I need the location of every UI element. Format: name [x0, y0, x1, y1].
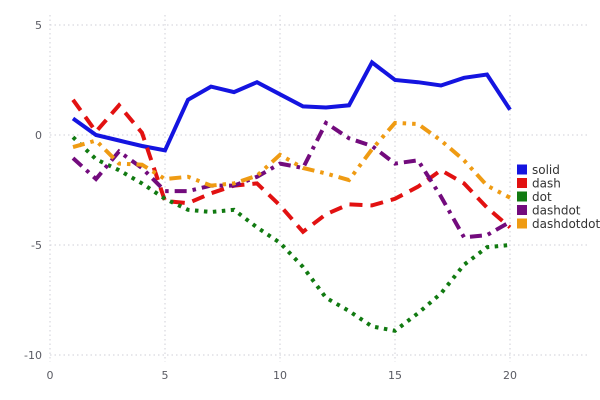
series-line-solid — [71, 59, 512, 153]
legend-label-dashdotdot: dashdotdot — [532, 217, 600, 231]
x-tick-label-0: 0 — [47, 369, 54, 382]
x-tick-label-10: 10 — [273, 369, 287, 382]
legend-swatch-dashdotdot — [517, 218, 527, 229]
y-tick-label--5: -5 — [31, 239, 42, 252]
legend-label-dash: dash — [532, 177, 561, 191]
x-tick-label-5: 5 — [162, 369, 169, 382]
y-tick-label--10: -10 — [24, 349, 42, 362]
legend-swatch-dashdot — [517, 205, 527, 215]
legend-label-solid: solid — [532, 163, 560, 177]
legend-swatch-dash — [517, 178, 527, 188]
x-tick-label-20: 20 — [503, 369, 517, 382]
legend-swatch-solid — [517, 164, 527, 175]
x-tick-label-15: 15 — [388, 369, 402, 382]
y-tick-label-5: 5 — [35, 19, 42, 32]
legend-swatch-dot — [517, 191, 527, 202]
legend-label-dashdot: dashdot — [532, 204, 581, 218]
series-line-dot — [71, 135, 511, 333]
y-tick-label-0: 0 — [35, 129, 42, 142]
series-line-dash — [71, 98, 512, 235]
series-line-dashdotdot — [72, 120, 511, 200]
series-line-dashdot — [71, 119, 511, 240]
legend-label-dot: dot — [532, 190, 552, 204]
